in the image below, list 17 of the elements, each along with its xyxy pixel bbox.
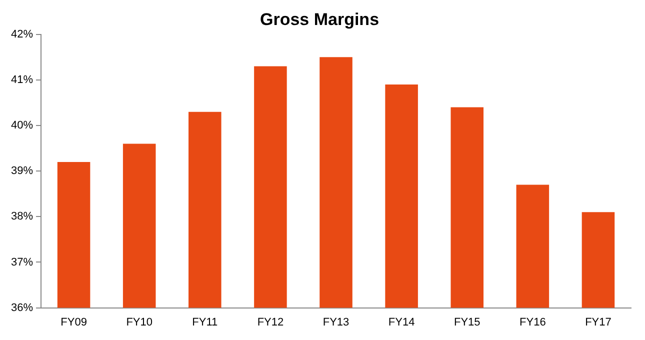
y-tick-label: 42% bbox=[10, 28, 34, 40]
chart-title: Gross Margins bbox=[260, 10, 380, 29]
x-tick-label: FY14 bbox=[388, 316, 415, 328]
y-tick-label: 39% bbox=[10, 165, 34, 178]
y-tick-label: 38% bbox=[10, 210, 34, 223]
x-tick-label: FY09 bbox=[60, 316, 87, 328]
y-tick-label: 36% bbox=[10, 302, 34, 314]
x-tick-label: FY11 bbox=[192, 316, 218, 328]
x-tick-label: FY10 bbox=[126, 316, 152, 328]
y-tick-label: 41% bbox=[10, 74, 34, 86]
x-tick-label: FY16 bbox=[520, 316, 546, 328]
y-tick-label: 40% bbox=[10, 120, 34, 132]
y-tick-label: 37% bbox=[10, 256, 34, 268]
x-tick-label: FY15 bbox=[454, 316, 480, 328]
x-tick-label: FY13 bbox=[322, 316, 350, 328]
x-tick-label: FY17 bbox=[585, 316, 612, 328]
x-tick-label: FY12 bbox=[257, 316, 284, 328]
